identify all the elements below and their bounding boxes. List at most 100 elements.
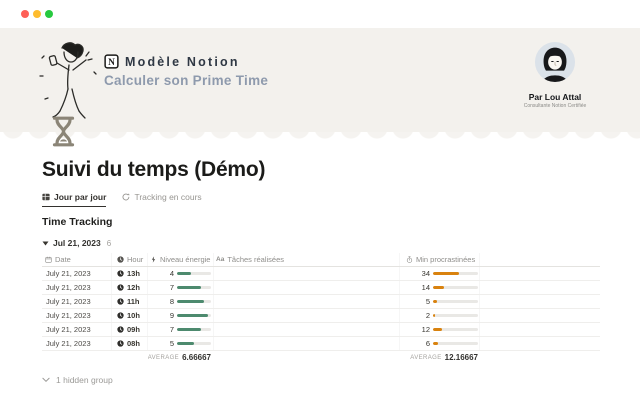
cell-date[interactable]: July 21, 2023 [42, 337, 112, 350]
column-header-min-procrastinees[interactable]: Min procrastinées [400, 253, 480, 266]
cell-minutes[interactable]: 2 [400, 309, 480, 322]
minutes-progress-fill [433, 313, 435, 318]
table-row[interactable]: July 21, 2023 10h 9 2 [42, 309, 600, 323]
minutes-progress-track [433, 285, 478, 290]
table-calculation-row: AVERAGE 6.66667 AVERAGE 12.16667 [42, 351, 600, 364]
hidden-group-toggle[interactable]: 1 hidden group [42, 375, 600, 385]
energy-average[interactable]: AVERAGE 6.66667 [148, 353, 211, 362]
doodle-person-illustration [39, 42, 97, 119]
hourglass-page-icon[interactable] [52, 116, 75, 147]
minutes-progress-fill [433, 327, 442, 332]
minutes-average[interactable]: AVERAGE 12.16667 [410, 353, 478, 362]
cell-minutes[interactable]: 5 [400, 295, 480, 308]
minutes-progress-fill [433, 341, 438, 346]
cell-energy[interactable]: 5 [148, 337, 214, 350]
cell-tasks[interactable] [214, 309, 400, 322]
cell-tasks[interactable] [214, 337, 400, 350]
notion-logo-icon: N [104, 54, 119, 69]
cell-tasks[interactable] [214, 295, 400, 308]
banner-brand-block: N Modèle Notion Calculer son Prime Time [104, 54, 268, 88]
cell-tasks[interactable] [214, 267, 400, 280]
page-title: Suivi du temps (Démo) [42, 158, 266, 181]
hidden-group-label: 1 hidden group [56, 375, 113, 385]
energy-progress-track [177, 299, 211, 304]
brand-title: Modèle Notion [125, 54, 240, 69]
cell-filler [480, 309, 600, 322]
cell-filler [480, 295, 600, 308]
clock-icon [117, 256, 124, 263]
column-header-date[interactable]: Date [42, 253, 112, 266]
cell-date[interactable]: July 21, 2023 [42, 295, 112, 308]
cell-date[interactable]: July 21, 2023 [42, 309, 112, 322]
table-view-icon [42, 193, 50, 201]
cell-hour[interactable]: 10h [112, 309, 148, 322]
table-row[interactable]: July 21, 2023 11h 8 5 [42, 295, 600, 309]
energy-progress-fill [177, 299, 205, 304]
author-name: Par Lou Attal [528, 92, 582, 102]
cell-tasks[interactable] [214, 281, 400, 294]
page-body: Suivi du temps (Démo) Jour par jour Trac… [42, 158, 600, 385]
minutes-progress-track [433, 327, 478, 332]
table-row[interactable]: July 21, 2023 09h 7 12 [42, 323, 600, 337]
group-label: Jul 21, 2023 [53, 238, 101, 248]
cell-minutes[interactable]: 14 [400, 281, 480, 294]
group-header[interactable]: Jul 21, 2023 6 [42, 238, 600, 248]
minimize-window-button[interactable] [33, 10, 41, 18]
tab-tracking-en-cours[interactable]: Tracking en cours [122, 192, 202, 207]
group-count: 6 [106, 238, 112, 248]
energy-progress-fill [177, 341, 194, 346]
chevron-down-icon [42, 377, 50, 383]
zoom-window-button[interactable] [45, 10, 53, 18]
energy-progress-fill [177, 313, 208, 318]
cell-filler [480, 281, 600, 294]
minutes-progress-fill [433, 299, 437, 304]
timer-icon [406, 256, 413, 263]
cell-energy[interactable]: 4 [148, 267, 214, 280]
energy-progress-track [177, 313, 211, 318]
triangle-down-icon[interactable] [42, 241, 49, 246]
database-title: Time Tracking [42, 216, 113, 228]
cell-date[interactable]: July 21, 2023 [42, 267, 112, 280]
refresh-icon [122, 193, 131, 201]
cell-hour[interactable]: 08h [112, 337, 148, 350]
close-window-button[interactable] [21, 10, 29, 18]
time-tracking-table: Date Hour Niveau énergie Aa Tâches réali… [42, 253, 600, 364]
cell-minutes[interactable]: 34 [400, 267, 480, 280]
column-header-hour[interactable]: Hour [112, 253, 148, 266]
column-header-energie[interactable]: Niveau énergie [148, 253, 214, 266]
tab-label: Jour par jour [54, 192, 107, 202]
table-header-row: Date Hour Niveau énergie Aa Tâches réali… [42, 253, 600, 267]
cell-filler [480, 337, 600, 350]
clock-icon [117, 284, 124, 291]
column-header-taches[interactable]: Aa Tâches réalisées [214, 253, 400, 266]
cell-hour[interactable]: 11h [112, 295, 148, 308]
cell-energy[interactable]: 8 [148, 295, 214, 308]
cell-tasks[interactable] [214, 323, 400, 336]
minutes-progress-track [433, 313, 478, 318]
cell-minutes[interactable]: 12 [400, 323, 480, 336]
clock-icon [117, 326, 124, 333]
energy-progress-track [177, 327, 211, 332]
energy-progress-fill [177, 285, 201, 290]
svg-text:N: N [108, 58, 115, 68]
cell-hour[interactable]: 13h [112, 267, 148, 280]
cell-hour[interactable]: 12h [112, 281, 148, 294]
energy-progress-track [177, 271, 211, 276]
cell-energy[interactable]: 7 [148, 281, 214, 294]
table-row[interactable]: July 21, 2023 08h 5 6 [42, 337, 600, 351]
minutes-progress-track [433, 341, 478, 346]
cell-date[interactable]: July 21, 2023 [42, 323, 112, 336]
cell-energy[interactable]: 7 [148, 323, 214, 336]
tab-jour-par-jour[interactable]: Jour par jour [42, 192, 107, 207]
column-header-filler [480, 253, 600, 266]
energy-progress-fill [177, 327, 201, 332]
text-property-icon: Aa [216, 256, 225, 263]
cell-date[interactable]: July 21, 2023 [42, 281, 112, 294]
energy-progress-fill [177, 271, 191, 276]
cell-minutes[interactable]: 6 [400, 337, 480, 350]
clock-icon [117, 340, 124, 347]
cell-energy[interactable]: 9 [148, 309, 214, 322]
table-row[interactable]: July 21, 2023 13h 4 34 [42, 267, 600, 281]
cell-hour[interactable]: 09h [112, 323, 148, 336]
table-row[interactable]: July 21, 2023 12h 7 14 [42, 281, 600, 295]
